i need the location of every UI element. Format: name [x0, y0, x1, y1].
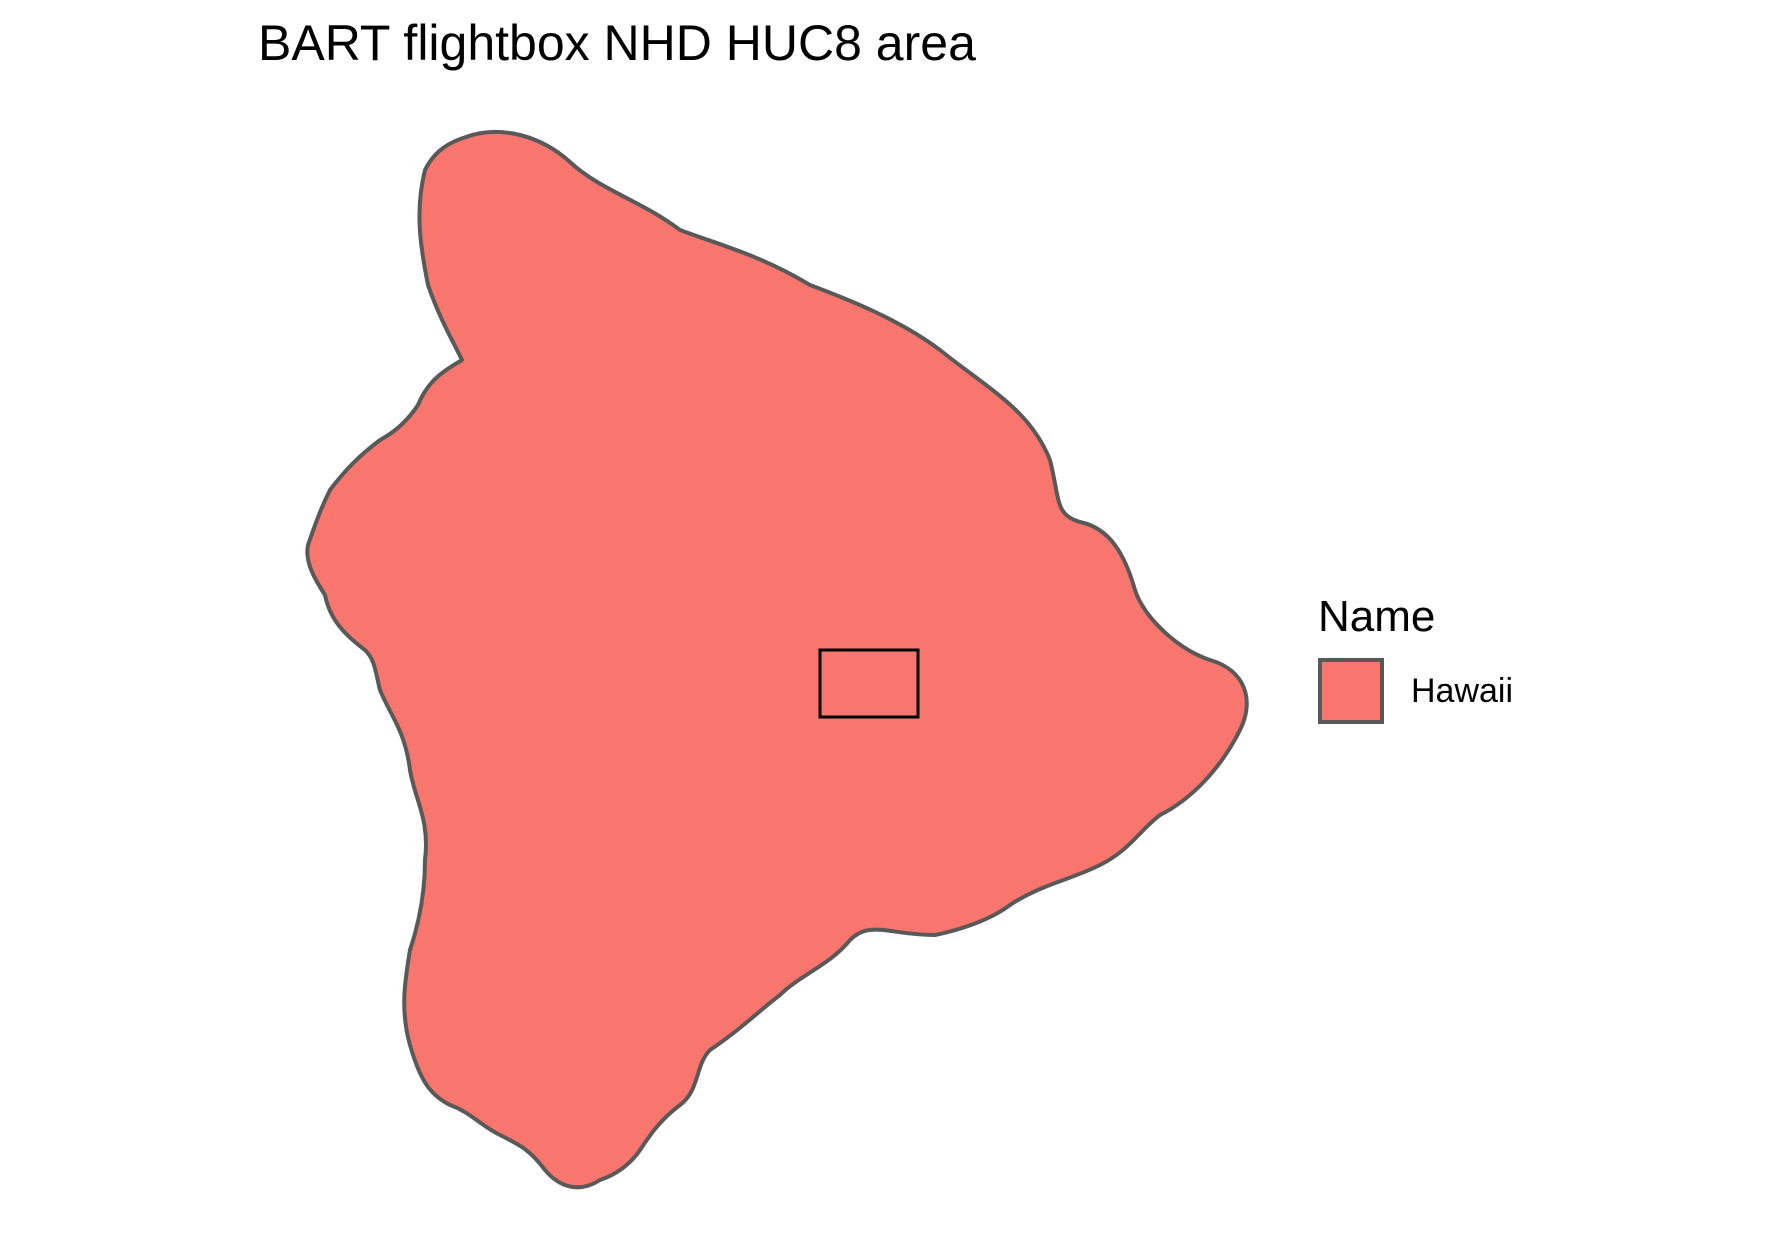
chart-title: BART flightbox NHD HUC8 area — [258, 15, 976, 71]
flightbox-rect — [818, 648, 920, 719]
legend-label-hawaii: Hawaii — [1411, 671, 1514, 710]
legend-title: Name — [1318, 592, 1436, 641]
legend: Name Hawaii — [1318, 592, 1513, 724]
legend-swatch-hawaii — [1318, 658, 1384, 724]
hawaii-region — [305, 129, 1249, 1190]
legend-item-hawaii: Hawaii — [1318, 658, 1513, 724]
